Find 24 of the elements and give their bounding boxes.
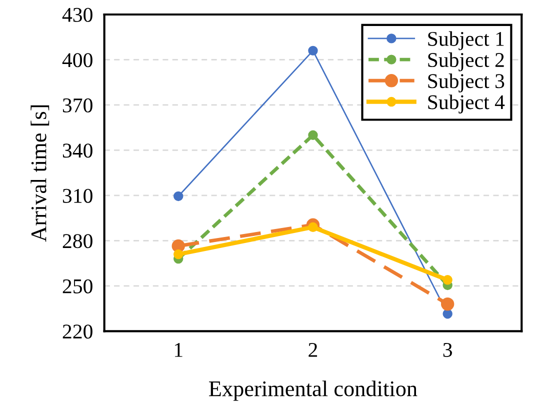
y-tick-label: 310 bbox=[62, 188, 92, 203]
x-tick-label: 3 bbox=[443, 342, 452, 357]
point bbox=[174, 249, 184, 260]
y-tick-label: 340 bbox=[62, 144, 92, 158]
y-tick-label: 280 bbox=[62, 234, 92, 248]
y-axis-title: Arrival time [s] bbox=[30, 105, 50, 242]
point bbox=[308, 130, 318, 140]
point bbox=[440, 297, 454, 311]
point bbox=[308, 46, 318, 56]
point bbox=[174, 191, 184, 202]
y-tick-label: 250 bbox=[62, 279, 92, 294]
x-tick-label: 2 bbox=[308, 342, 318, 357]
point bbox=[442, 308, 452, 319]
x-tick-label: 1 bbox=[174, 343, 182, 357]
x-axis-title: Experimental condition bbox=[209, 380, 418, 401]
y-tick-label: 400 bbox=[62, 53, 92, 68]
legend-label: Subject 2 bbox=[428, 52, 504, 72]
legend-label: Subject 4 bbox=[428, 94, 505, 114]
legend-label: Subject 3 bbox=[428, 73, 504, 92]
point bbox=[442, 275, 452, 285]
y-tick-label: 370 bbox=[62, 98, 92, 112]
y-tick-label: 220 bbox=[62, 324, 92, 339]
y-tick-label: 430 bbox=[62, 8, 92, 22]
legend-label: Subject 1 bbox=[428, 31, 504, 50]
